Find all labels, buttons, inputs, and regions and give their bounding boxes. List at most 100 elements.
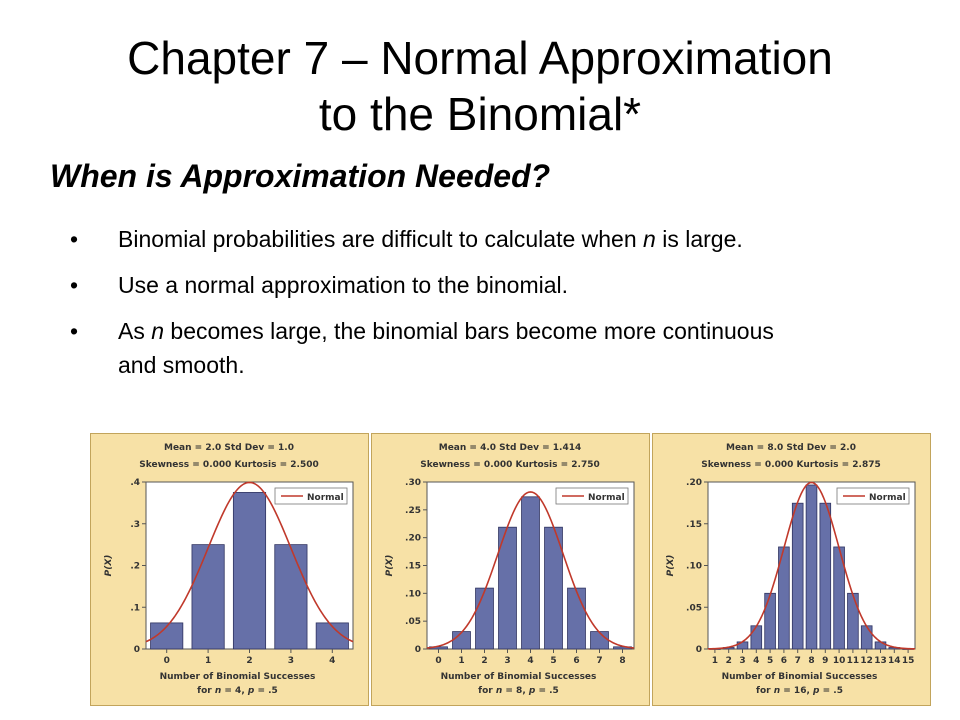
x-tick-label: 0 — [164, 656, 170, 666]
caption-part: for — [478, 686, 496, 696]
y-tick-label: .10 — [686, 562, 702, 572]
x-axis-caption: for n = 8, p = .5 — [478, 686, 559, 696]
y-tick-label: 0 — [696, 645, 702, 655]
y-tick-label: .15 — [686, 520, 702, 530]
bullet-item: • Binomial probabilities are difficult t… — [70, 222, 790, 256]
x-tick-label: 2 — [481, 656, 487, 666]
bullet-item: • As n becomes large, the binomial bars … — [70, 314, 790, 382]
x-axis-caption: for n = 16, p = .5 — [756, 686, 843, 696]
bar — [274, 544, 308, 650]
bar — [764, 592, 776, 650]
slide-title: Chapter 7 – Normal Approximation to the … — [0, 30, 960, 142]
caption-part: = .5 — [819, 686, 843, 696]
y-tick-label: .3 — [130, 520, 140, 530]
y-axis-label: P(X) — [385, 555, 395, 577]
caption-part: p — [528, 686, 536, 696]
x-tick-label: 1 — [458, 656, 464, 666]
chart-legend: Normal — [555, 487, 629, 505]
legend-label: Normal — [869, 493, 906, 503]
bullet-list: • Binomial probabilities are difficult t… — [70, 222, 790, 394]
x-tick-label: 9 — [822, 656, 828, 666]
x-tick-label: 0 — [435, 656, 441, 666]
chart-panel-n4: Mean = 2.0 Std Dev = 1.0 Skewness = 0.000… — [90, 433, 369, 706]
x-axis-caption: for n = 4, p = .5 — [197, 686, 278, 696]
stats-line-2: Skewness = 0.000 Kurtosis = 2.750 — [420, 460, 600, 470]
x-tick-label: 1 — [712, 656, 718, 666]
caption-part: = .5 — [254, 686, 278, 696]
chart-n16: Mean = 8.0 Std Dev = 2.0 Skewness = 0.000… — [666, 443, 916, 696]
legend-box — [274, 487, 348, 505]
y-tick-label: .20 — [686, 478, 702, 488]
x-tick-label: 3 — [739, 656, 745, 666]
bullet-text-pre: Use a normal approximation to the binomi… — [118, 272, 569, 298]
x-tick-label: 7 — [795, 656, 801, 666]
chart-panel-n16: Mean = 8.0 Std Dev = 2.0 Skewness = 0.000… — [652, 433, 931, 706]
bar — [567, 587, 586, 650]
bullet-text-em: n — [151, 318, 165, 344]
caption-part: n — [215, 686, 221, 696]
bar — [475, 587, 494, 650]
stats-line-1: Mean = 8.0 Std Dev = 2.0 — [726, 443, 856, 453]
chart-legend: Normal — [274, 487, 348, 505]
x-tick-label: 6 — [573, 656, 579, 666]
x-tick-label: 4 — [753, 656, 759, 666]
caption-part: = 4, — [221, 686, 248, 696]
bar — [805, 484, 818, 650]
bar — [750, 625, 763, 650]
stats-line-2: Skewness = 0.000 Kurtosis = 2.875 — [701, 460, 881, 470]
bullet-dot: • — [70, 272, 79, 298]
bar — [590, 631, 609, 650]
bullet-text-post: is large. — [655, 226, 743, 252]
x-tick-label: 5 — [550, 656, 556, 666]
y-tick-label: 0 — [134, 645, 140, 655]
bullet-dot: • — [70, 318, 79, 344]
chart-n8: Mean = 4.0 Std Dev = 1.414 Skewness = 0.0… — [385, 443, 635, 696]
normal-curve — [145, 481, 354, 643]
bar — [521, 496, 540, 650]
bar — [819, 502, 832, 650]
bar — [232, 492, 267, 650]
x-axis-label: Number of Binomial Successes — [160, 672, 316, 682]
x-tick-label: 8 — [808, 656, 814, 666]
bullet-text-post: becomes large, the binomial bars become … — [118, 318, 774, 378]
x-tick-label: 12 — [860, 656, 873, 666]
bullet-item: • Use a normal approximation to the bino… — [70, 268, 790, 302]
y-axis-label: P(X) — [666, 555, 676, 577]
x-tick-label: 4 — [329, 656, 335, 666]
y-tick-label: 0 — [415, 645, 421, 655]
title-line-1: Chapter 7 – Normal Approximation — [127, 32, 833, 84]
bullet-text-pre: Binomial probabilities are difficult to … — [118, 226, 644, 252]
y-tick-label: .2 — [130, 562, 140, 572]
stats-line-1: Mean = 2.0 Std Dev = 1.0 — [164, 443, 294, 453]
x-tick-label: 4 — [527, 656, 533, 666]
x-tick-label: 1 — [205, 656, 211, 666]
caption-part: p — [247, 686, 255, 696]
x-tick-label: 11 — [847, 656, 860, 666]
x-tick-label: 6 — [781, 656, 787, 666]
title-line-2: to the Binomial* — [318, 88, 642, 140]
legend-box — [555, 487, 629, 505]
chart-n4: Mean = 2.0 Std Dev = 1.0 Skewness = 0.000… — [104, 443, 354, 696]
y-tick-label: .25 — [405, 506, 421, 516]
legend-box — [836, 487, 910, 505]
caption-part: n — [496, 686, 502, 696]
x-axis-label: Number of Binomial Successes — [722, 672, 878, 682]
x-tick-label: 5 — [767, 656, 773, 666]
y-tick-label: .1 — [130, 603, 140, 613]
stats-line-2: Skewness = 0.000 Kurtosis = 2.500 — [139, 460, 319, 470]
bar — [191, 544, 225, 650]
bullet-dot: • — [70, 226, 79, 252]
slide-subtitle: When is Approximation Needed? — [50, 158, 551, 194]
caption-part: for — [197, 686, 215, 696]
caption-part: = 8, — [502, 686, 529, 696]
x-tick-label: 14 — [888, 656, 901, 666]
bullet-text-em: n — [643, 226, 656, 252]
x-tick-label: 3 — [288, 656, 294, 666]
legend-label: Normal — [588, 493, 625, 503]
x-tick-label: 2 — [246, 656, 252, 666]
x-tick-label: 10 — [833, 656, 846, 666]
caption-part: p — [812, 686, 820, 696]
x-tick-label: 3 — [504, 656, 510, 666]
normal-curve — [707, 481, 916, 650]
y-axis-label: P(X) — [104, 555, 114, 577]
